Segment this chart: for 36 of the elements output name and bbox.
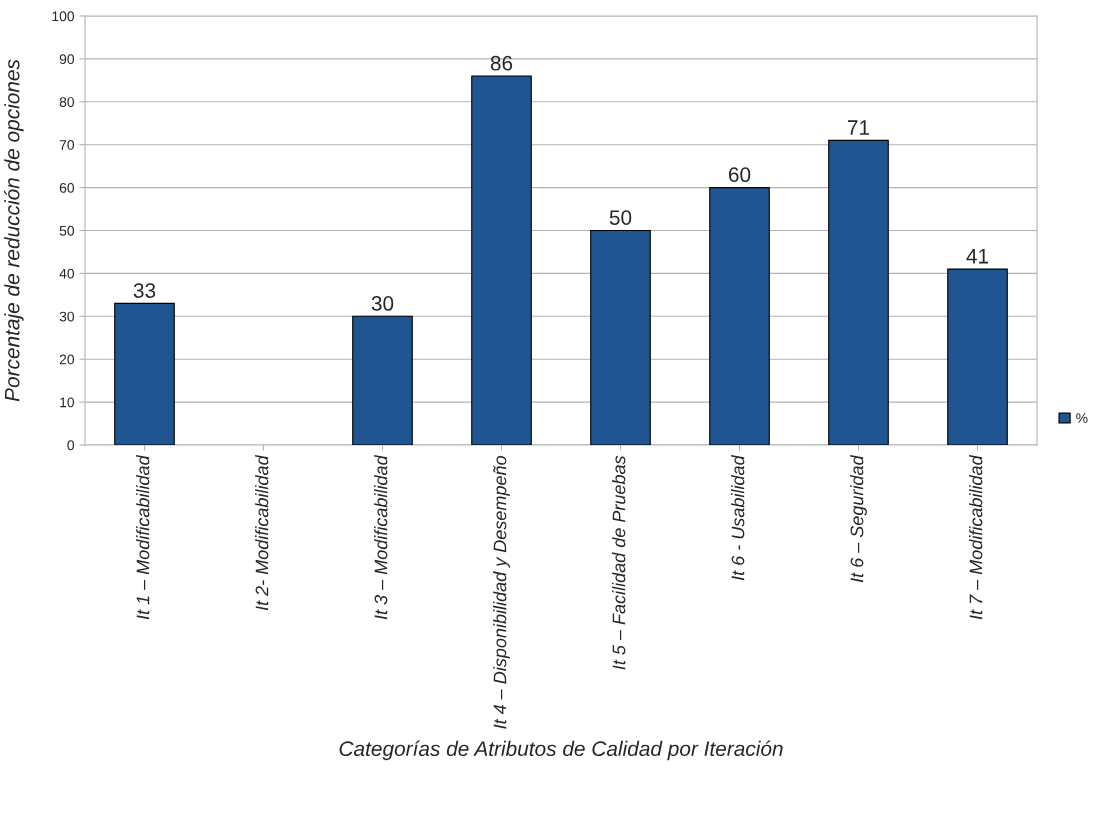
y-tick-label: 50 bbox=[59, 225, 75, 236]
x-tick-label: It 1 – Modificabilidad bbox=[136, 454, 150, 620]
x-tick-label: It 3 – Modificabilidad bbox=[374, 454, 388, 620]
bar bbox=[471, 75, 532, 445]
data-label: 60 bbox=[728, 167, 751, 183]
x-tick-label: It 5 – Facilidad de Pruebas bbox=[612, 455, 626, 670]
x-tick-label: It 7 – Modificabilidad bbox=[969, 454, 983, 620]
legend-label: % bbox=[1076, 413, 1088, 423]
x-tick-label: It 6 - Usabilidad bbox=[731, 454, 745, 581]
x-tick-label: It 2- Modificabilidad bbox=[255, 454, 269, 611]
y-tick-label: 20 bbox=[59, 354, 75, 365]
data-label: 71 bbox=[847, 120, 870, 135]
data-label: 33 bbox=[133, 283, 156, 298]
x-tick-label: It 6 – Seguridad bbox=[850, 454, 867, 583]
bar bbox=[828, 139, 889, 445]
x-tick-label: It 4 – Disponibilidad y Desempeño bbox=[493, 455, 510, 729]
y-tick-label: 30 bbox=[59, 311, 75, 322]
y-tick-label: 0 bbox=[67, 440, 75, 451]
y-axis-title: Porcentaje de reducción de opciones bbox=[3, 59, 24, 402]
bar bbox=[709, 187, 770, 445]
bar bbox=[352, 315, 413, 445]
y-tick-label: 100 bbox=[52, 11, 75, 22]
y-tick-label: 70 bbox=[59, 140, 75, 150]
data-label: 41 bbox=[966, 249, 989, 264]
y-tick-label: 60 bbox=[59, 182, 75, 193]
y-tick-label: 10 bbox=[60, 397, 75, 408]
data-label: 86 bbox=[490, 55, 513, 71]
x-axis-title: Categorías de Atributos de Calidad por Iteración bbox=[339, 740, 783, 761]
bar bbox=[590, 229, 651, 445]
bar bbox=[114, 302, 175, 445]
bar bbox=[947, 268, 1008, 445]
data-label: 50 bbox=[609, 210, 632, 225]
data-label: 30 bbox=[371, 296, 394, 311]
y-tick-label: 80 bbox=[59, 97, 75, 107]
y-tick-label: 90 bbox=[59, 54, 75, 65]
y-tick-label: 40 bbox=[59, 268, 75, 279]
